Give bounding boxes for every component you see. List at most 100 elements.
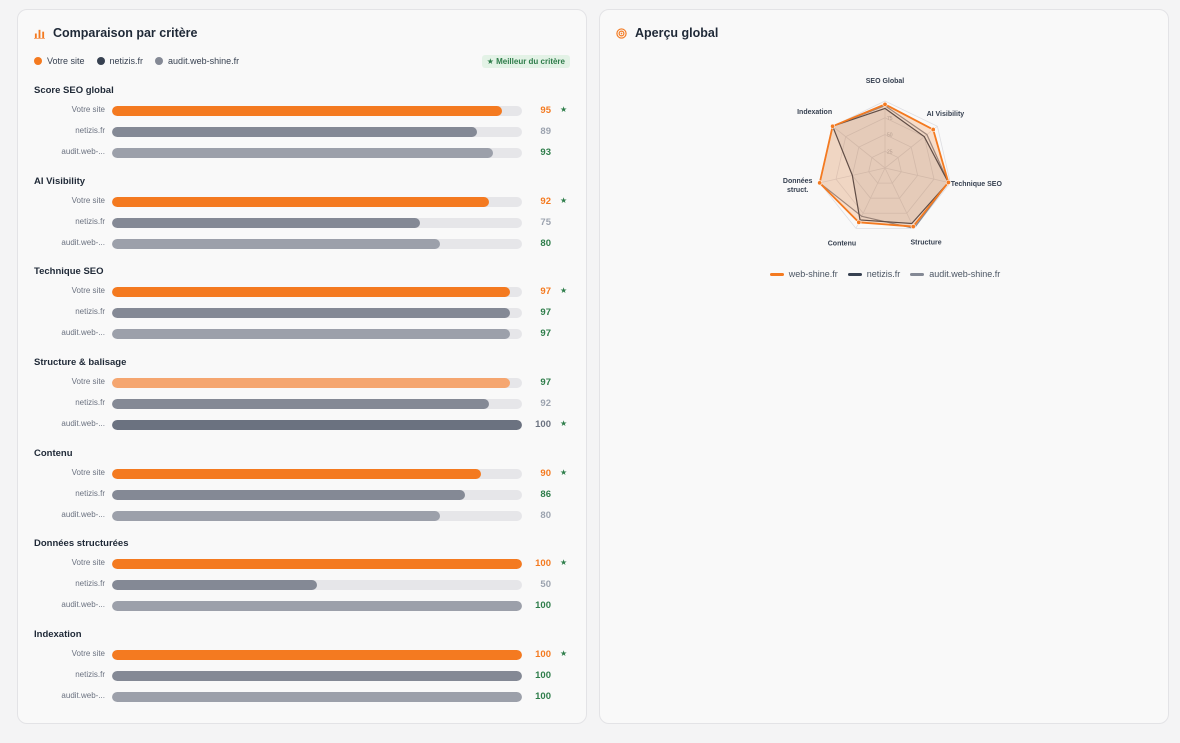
criterion-row: audit.web-... 93 (34, 143, 574, 164)
radar-point (910, 224, 916, 230)
row-value: 80 (540, 237, 551, 249)
row-value: 92 (540, 398, 551, 410)
row-value: 97 (540, 377, 551, 389)
comparison-legend: Votre site netizis.fr audit.web-shine.fr (34, 56, 239, 66)
radar-grid-ring (835, 117, 935, 214)
row-label: netizis.fr (75, 398, 105, 408)
criterion-row: netizis.fr 86 (34, 485, 574, 506)
radar-point (945, 179, 951, 185)
radar-axis-label-line: SEO Global (866, 78, 905, 85)
row-value: 100 (535, 600, 551, 612)
radar-chart: 25 50 75 SEO Global AI Visibility Technique S… (783, 78, 1003, 247)
target-icon (616, 27, 627, 39)
row-label: Votre site (71, 649, 105, 659)
criterion-row: audit.web-... 80 (34, 506, 574, 527)
radar-legend: web-shine.fr netizis.fr audit.web-shine.fr (600, 269, 1170, 279)
radar-legend-swatch (769, 272, 784, 276)
radar-legend-item: netizis.fr (847, 269, 901, 279)
radar-axis-line (884, 167, 915, 229)
radar-point (856, 219, 862, 225)
radar-legend-item: web-shine.fr (769, 269, 838, 279)
row-value: 90 (540, 467, 551, 479)
criterion-title: AI Visibility (34, 175, 86, 187)
radar-legend-label: audit.web-shine.fr (929, 269, 1001, 279)
bar-fill (112, 238, 440, 249)
criterion-row: netizis.fr 89 (34, 122, 574, 143)
bar-chart-icon (34, 29, 45, 39)
criterion-row: netizis.fr 100 (34, 666, 574, 687)
radar-axis-label: Structure (911, 239, 942, 246)
legend-label: audit.web-shine.fr (168, 56, 240, 66)
bar-fill (112, 308, 510, 319)
bar-fill (112, 196, 490, 207)
row-label: audit.web-... (61, 237, 105, 247)
row-label: audit.web-... (61, 419, 105, 429)
best-star-icon: ★ (560, 649, 568, 659)
bar-fill (112, 399, 490, 410)
legend-item: audit.web-shine.fr (155, 56, 239, 66)
radar-tick-label: 50 (887, 133, 893, 139)
bar-fill (112, 329, 510, 340)
bar-fill (112, 148, 494, 158)
row-label: Votre site (71, 195, 105, 205)
radar-point (830, 123, 836, 129)
criterion-row: audit.web-... 80 (34, 234, 574, 255)
bar-track (112, 580, 522, 591)
row-label: netizis.fr (75, 670, 105, 680)
bar-fill (112, 420, 522, 431)
bar-track (112, 650, 522, 661)
row-value: 100 (535, 419, 551, 431)
row-label: netizis.fr (75, 216, 105, 226)
row-value: 50 (540, 579, 551, 591)
row-value: 100 (535, 691, 551, 703)
radar-axis-label-line: struct. (787, 187, 808, 194)
bar-track (112, 559, 522, 570)
row-label: audit.web-... (61, 600, 105, 610)
criterion-group: Contenu Votre site 90 ★ netizis.fr 86 audit.we… (34, 446, 574, 537)
criterion-row: audit.web-... 100 ★ (34, 415, 574, 436)
legend-dot (96, 57, 105, 65)
criterion-title: Structure & balisage (34, 357, 127, 369)
row-value: 75 (540, 216, 551, 228)
bar-track (112, 308, 522, 319)
criterion-title: Contenu (34, 447, 73, 459)
criterion-row: Votre site 92 ★ (34, 192, 574, 213)
row-value: 95 (540, 105, 551, 116)
legend-item: netizis.fr (96, 56, 143, 66)
bar-track (112, 287, 522, 298)
criterion-title: Indexation (34, 629, 82, 641)
comparison-title: Comparaison par critère (53, 26, 198, 40)
radar-axis-line (855, 167, 886, 229)
row-value: 89 (540, 126, 551, 137)
bar-track (112, 217, 522, 228)
criterion-row: audit.web-... 100 (34, 596, 574, 617)
bar-fill (112, 692, 522, 703)
row-value: 100 (535, 558, 551, 570)
bar-fill (112, 127, 477, 137)
bar-fill (112, 287, 510, 298)
bar-track (112, 468, 522, 479)
radar-point (817, 180, 823, 186)
bar-fill (112, 489, 465, 500)
bar-track (112, 510, 522, 521)
criterion-group: Données structurées Votre site 100 ★ netizis… (34, 536, 574, 627)
legend-label: Votre site (47, 56, 85, 66)
row-value: 93 (540, 147, 551, 158)
radar-axis-label: Données struct. (783, 178, 813, 194)
radar-axis-line (832, 125, 886, 169)
criterion-row: netizis.fr 97 (34, 303, 574, 324)
radar-grid-ring (868, 150, 902, 184)
overview-title: Aperçu global (635, 26, 719, 40)
row-value: 97 (540, 286, 551, 298)
criterion-row: audit.web-... 97 (34, 324, 574, 345)
radar-axis-label-line: Indexation (797, 109, 832, 116)
comparison-header: Comparaison par critère (34, 26, 198, 40)
radar-tick-label: 25 (887, 149, 893, 155)
legend-item: Votre site (34, 56, 85, 66)
row-label: netizis.fr (75, 126, 105, 135)
legend-dot (155, 57, 164, 65)
radar-legend-label: netizis.fr (866, 269, 901, 279)
radar-axis-line (884, 125, 938, 169)
criterion-title: Données structurées (34, 538, 129, 550)
bar-fill (112, 601, 522, 612)
